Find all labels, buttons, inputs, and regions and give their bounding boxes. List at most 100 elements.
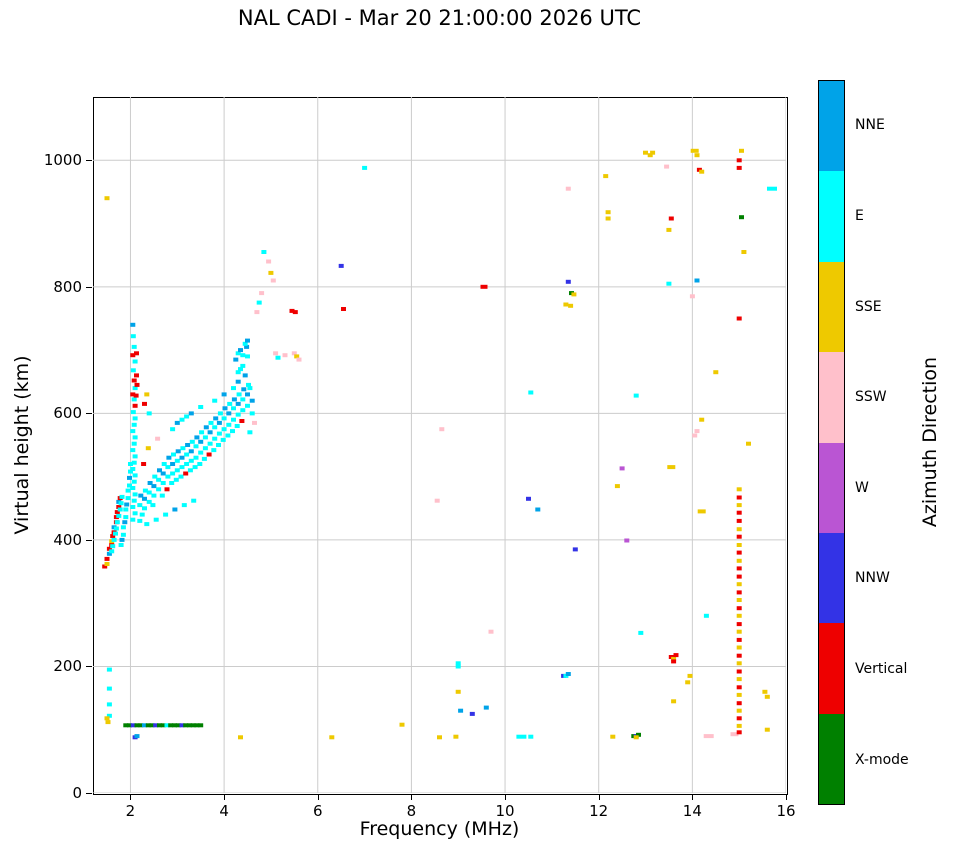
data-point-Vertical bbox=[104, 556, 110, 561]
data-point-E bbox=[130, 368, 136, 373]
data-point-SSE bbox=[764, 694, 770, 699]
data-point-SSE bbox=[603, 174, 609, 179]
x-tick-label: 4 bbox=[219, 802, 229, 820]
data-point-NNW bbox=[526, 496, 531, 501]
data-point-NNE bbox=[124, 502, 130, 507]
data-point-NNE bbox=[458, 708, 464, 713]
data-point-E bbox=[132, 416, 138, 421]
data-point-NNE bbox=[213, 416, 219, 421]
data-point-E bbox=[528, 390, 534, 395]
data-point-NNE bbox=[245, 392, 250, 397]
data-point-X-mode bbox=[149, 723, 155, 728]
colorbar-segment-SSW bbox=[819, 352, 844, 443]
data-point-Vertical bbox=[130, 392, 136, 397]
data-point-E bbox=[191, 498, 197, 503]
data-point-Vertical bbox=[736, 316, 742, 321]
data-point-E bbox=[130, 448, 136, 453]
data-point-Vertical bbox=[736, 716, 742, 721]
data-point-SSW bbox=[565, 186, 571, 191]
y-tick-mark bbox=[86, 666, 92, 668]
x-tick-mark bbox=[130, 794, 132, 800]
data-point-E bbox=[152, 474, 158, 479]
data-point-E bbox=[199, 430, 205, 435]
x-tick-mark bbox=[411, 794, 413, 800]
data-point-NNE bbox=[194, 435, 200, 440]
data-point-E bbox=[184, 452, 190, 457]
data-point-E bbox=[132, 492, 138, 497]
data-point-NNE bbox=[151, 484, 157, 489]
data-point-SSE bbox=[699, 417, 705, 422]
data-point-E bbox=[171, 452, 176, 457]
data-point-NNW bbox=[179, 723, 185, 728]
data-point-E bbox=[142, 488, 148, 493]
data-point-NNE bbox=[160, 471, 166, 476]
data-point-E bbox=[235, 412, 241, 417]
data-point-X-mode bbox=[138, 723, 144, 728]
data-point-Vertical bbox=[736, 590, 742, 595]
data-point-SSE bbox=[764, 727, 770, 732]
data-point-E bbox=[193, 444, 199, 449]
data-point-SSW bbox=[282, 353, 288, 358]
data-point-NNE bbox=[238, 348, 243, 353]
y-tick-label: 800 bbox=[53, 277, 82, 296]
data-point-SSW bbox=[254, 310, 260, 315]
data-point-SSW bbox=[291, 351, 297, 356]
data-point-Vertical bbox=[141, 462, 147, 466]
colorbar-segment-NNW bbox=[819, 532, 844, 624]
data-point-SSE bbox=[399, 722, 405, 727]
data-point-E bbox=[123, 515, 129, 520]
data-point-SSE bbox=[633, 735, 639, 740]
data-point-Vertical bbox=[671, 659, 677, 664]
y-tick-mark bbox=[86, 793, 92, 794]
data-point-NNE bbox=[127, 475, 132, 480]
y-tick-label: 200 bbox=[53, 657, 82, 676]
data-point-E bbox=[111, 537, 117, 542]
data-point-E bbox=[131, 344, 137, 349]
data-point-Vertical bbox=[142, 401, 147, 406]
data-point-E bbox=[180, 446, 186, 451]
x-tick-mark bbox=[224, 794, 226, 800]
data-point-E bbox=[638, 630, 644, 635]
data-point-SSE bbox=[736, 692, 742, 697]
data-point-NNE bbox=[142, 723, 147, 728]
data-point-NNE bbox=[216, 420, 222, 425]
x-tick-mark bbox=[317, 794, 319, 800]
x-tick-label: 14 bbox=[682, 802, 702, 820]
data-point-SSE bbox=[690, 148, 699, 153]
data-point-SSW bbox=[252, 420, 257, 425]
data-point-E bbox=[220, 437, 226, 442]
data-point-E bbox=[256, 300, 262, 305]
data-point-E bbox=[201, 456, 207, 461]
data-point-Vertical bbox=[736, 510, 742, 515]
data-point-E bbox=[106, 686, 112, 691]
data-point-NNW bbox=[130, 723, 136, 728]
data-point-E bbox=[173, 477, 179, 482]
data-point-E bbox=[163, 512, 169, 517]
data-point-SSE bbox=[605, 210, 611, 215]
data-point-Vertical bbox=[164, 487, 170, 492]
data-point-NNE bbox=[170, 462, 176, 466]
data-point-SSE bbox=[614, 484, 620, 489]
data-point-Vertical bbox=[736, 606, 742, 611]
data-point-SSE bbox=[736, 503, 742, 508]
colorbar-axis-label: Azimuth Direction bbox=[919, 356, 941, 528]
data-point-SSE bbox=[104, 716, 110, 721]
data-point-E bbox=[240, 363, 246, 368]
data-point-E bbox=[165, 474, 171, 479]
data-point-SSE bbox=[671, 656, 677, 661]
data-point-SSW bbox=[296, 357, 302, 362]
data-point-E bbox=[455, 664, 461, 669]
colorbar-label-W: W bbox=[855, 479, 869, 496]
data-point-Vertical bbox=[736, 669, 742, 674]
data-point-NNE bbox=[226, 411, 232, 416]
data-point-E bbox=[212, 425, 218, 430]
colorbar-label-NNE: NNE bbox=[855, 117, 885, 134]
data-point-SSE bbox=[746, 441, 751, 446]
data-point-SSW bbox=[439, 427, 445, 432]
data-point-E bbox=[123, 507, 129, 512]
data-point-Vertical bbox=[102, 564, 108, 569]
data-point-X-mode bbox=[194, 723, 200, 728]
data-point-E bbox=[188, 458, 194, 463]
data-point-NNE bbox=[188, 411, 194, 416]
